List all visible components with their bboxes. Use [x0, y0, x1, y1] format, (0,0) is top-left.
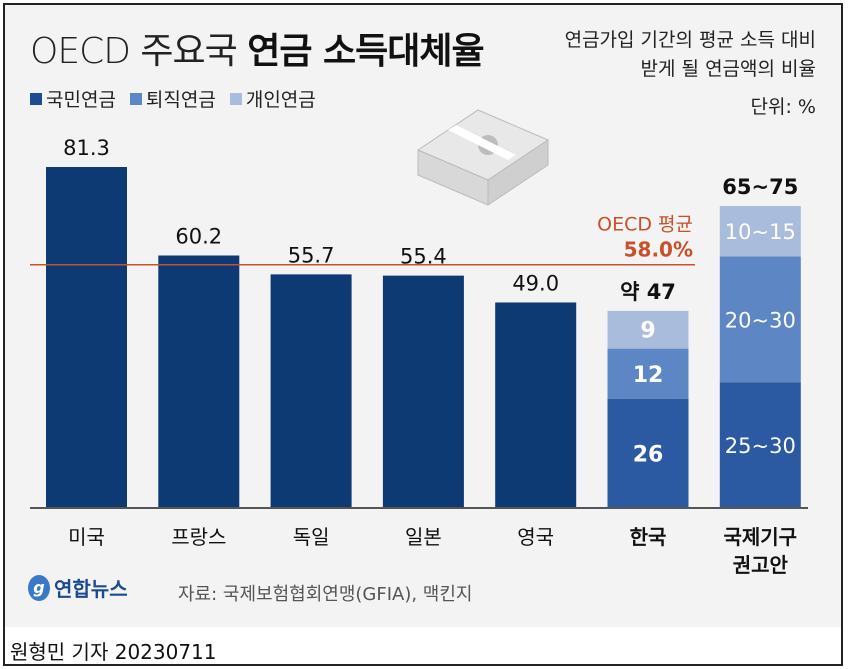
- subtitle-line: 받게 될 연금액의 비율: [640, 58, 816, 80]
- title-light: OECD 주요국: [30, 31, 238, 72]
- category-label: 미국: [68, 525, 105, 549]
- segment-label: 9: [640, 319, 655, 344]
- title-bold: 연금 소득대체율: [247, 31, 484, 72]
- chart-title: OECD 주요국 연금 소득대체율: [30, 22, 485, 74]
- segment-label: 12: [633, 363, 664, 388]
- bar-segment: [607, 348, 689, 399]
- legend-label: 퇴직연금: [145, 89, 216, 111]
- legend-item: 국민연금: [30, 85, 116, 112]
- legend: 국민연금 퇴직연금 개인연금: [30, 85, 316, 112]
- logo: g 연합뉴스: [28, 573, 128, 602]
- bar-segment: [719, 206, 801, 257]
- unit-label: 단위: %: [750, 96, 816, 118]
- legend-swatch: [229, 92, 242, 105]
- total-label: 60.2: [175, 225, 222, 249]
- logo-icon: g: [28, 574, 50, 601]
- bar-segment: [607, 310, 689, 349]
- category-label: 권고안: [733, 553, 789, 577]
- source: 자료: 국제보험협회연맹(GFIA), 맥킨지: [178, 584, 473, 605]
- total-label: 약 47: [620, 280, 676, 304]
- bar-segment: [719, 256, 801, 383]
- legend-swatch: [30, 92, 42, 105]
- total-label: 81.3: [63, 136, 110, 160]
- bar-segment: [382, 275, 464, 508]
- category-label: 국제기구: [723, 525, 797, 549]
- byline: 원형민 기자 20230711: [10, 640, 217, 664]
- total-label: 55.7: [288, 243, 335, 267]
- bar-segment: [158, 255, 240, 508]
- total-label: 49.0: [512, 271, 559, 295]
- category-label: 독일: [293, 525, 330, 549]
- bar-segment: [495, 302, 577, 508]
- segment-label: 26: [633, 442, 664, 467]
- legend-label: 국민연금: [46, 89, 116, 111]
- legend-item: 개인연금: [229, 85, 316, 112]
- category-label: 일본: [405, 525, 442, 549]
- bar-segment: [719, 382, 801, 508]
- oecd-average-label: OECD 평균: [597, 214, 693, 236]
- logo-text: 연합뉴스: [54, 577, 128, 601]
- bar-segment: [607, 398, 689, 508]
- subtitle-line: 연금가입 기간의 평균 소득 대비: [564, 29, 816, 51]
- category-label: 영국: [517, 525, 554, 549]
- bar-segment: [46, 167, 127, 508]
- category-label: 프랑스: [171, 525, 226, 549]
- legend-label: 개인연금: [245, 89, 316, 111]
- category-label: 한국: [630, 525, 667, 549]
- segment-label: 20~30: [725, 308, 796, 332]
- money-stack-icon: [416, 109, 550, 206]
- legend-swatch: [129, 92, 142, 105]
- bar-segment: [270, 274, 352, 508]
- total-label: 65~75: [722, 175, 798, 199]
- legend-item: 퇴직연금: [129, 85, 216, 112]
- segment-label: 25~30: [725, 434, 796, 458]
- segment-label: 10~15: [725, 220, 796, 244]
- oecd-average-value: 58.0%: [624, 238, 693, 262]
